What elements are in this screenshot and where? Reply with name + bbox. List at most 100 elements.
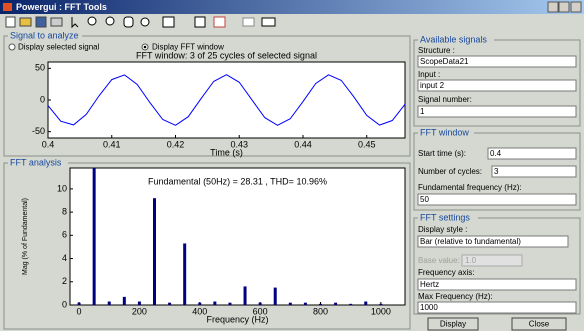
panel-title: FFT analysis (10, 157, 62, 167)
bar (274, 288, 277, 305)
y-tick-label: 8 (62, 206, 67, 216)
print-icon[interactable] (51, 18, 62, 26)
field-label: Frequency axis: (418, 268, 474, 277)
x-tick-label: 0.45 (358, 139, 376, 149)
new-icon[interactable] (6, 17, 15, 27)
bar (123, 297, 126, 305)
field-value-disabled: 1.0 (465, 256, 477, 265)
y-axis-label: Mag (% of Fundamental) (22, 198, 29, 275)
legend-icon[interactable] (214, 17, 225, 27)
bar (213, 302, 216, 305)
field-label: Fundamental frequency (Hz): (418, 183, 522, 192)
bar (349, 304, 352, 305)
plot-title: Fundamental (50Hz) = 28.31 , THD= 10.96% (148, 176, 327, 186)
save-icon[interactable] (36, 17, 46, 27)
dropdown-value[interactable]: Hertz (420, 280, 439, 289)
dropdown-value[interactable]: Bar (relative to fundamental) (420, 237, 521, 246)
dropdown[interactable] (418, 279, 576, 290)
bar (138, 302, 141, 305)
field-label: Input : (418, 70, 440, 79)
bar (228, 303, 231, 305)
text-field[interactable] (488, 148, 576, 159)
field-label: Structure : (418, 46, 455, 55)
pan-icon[interactable] (124, 17, 133, 27)
radio-selected (144, 46, 147, 49)
y-tick-label: 4 (62, 253, 67, 263)
bar (364, 302, 367, 305)
y-tick-label: 50 (35, 63, 45, 73)
dropdown-value[interactable]: 1 (420, 107, 425, 116)
dropdown-value[interactable]: input 2 (420, 81, 445, 90)
maximize-button[interactable] (559, 2, 569, 12)
x-axis-label: Frequency (Hz) (206, 314, 268, 324)
fft-tools-window: Powergui : FFT Tools Signal to analyze D… (0, 0, 584, 331)
x-tick-label: 400 (192, 306, 207, 316)
y-tick-label: -50 (32, 126, 45, 136)
x-tick-label: 200 (132, 306, 147, 316)
bar (153, 198, 156, 305)
plot-area (48, 62, 405, 138)
text-field[interactable] (492, 166, 576, 177)
field-value[interactable]: 3 (494, 167, 499, 176)
dropdown-value[interactable]: ScopeData21 (420, 57, 469, 66)
field-label: Start time (s): (418, 149, 466, 158)
show-tools-icon[interactable] (262, 18, 275, 26)
x-axis-label: Time (s) (210, 147, 243, 157)
field-label: Number of cycles: (418, 167, 482, 176)
bar (108, 302, 111, 305)
bar (78, 303, 81, 305)
bar (198, 303, 201, 305)
bar (183, 243, 186, 305)
hide-tools-icon[interactable] (243, 18, 254, 26)
bar (304, 303, 307, 305)
x-tick-label: 0.42 (167, 139, 185, 149)
bar (168, 303, 171, 305)
field-label: Display style : (418, 225, 467, 234)
plot-title: FFT window: 3 of 25 cycles of selected s… (136, 50, 317, 60)
window-title: Powergui : FFT Tools (16, 2, 107, 12)
x-tick-label: 0.41 (103, 139, 121, 149)
y-tick-label: 2 (62, 276, 67, 286)
panel-title: Signal to analyze (10, 30, 79, 40)
open-icon[interactable] (20, 18, 31, 26)
y-tick-label: 0 (40, 94, 45, 104)
app-icon (3, 3, 12, 11)
panel-title: Available signals (420, 34, 487, 44)
x-tick-label: 0 (77, 306, 82, 316)
y-tick-label: 0 (62, 299, 67, 309)
dropdown[interactable] (418, 106, 576, 117)
x-tick-label: 0.44 (294, 139, 312, 149)
field-label: Max Frequency (Hz): (418, 292, 493, 301)
window-controls[interactable] (548, 2, 581, 12)
rotate-icon[interactable] (141, 18, 149, 26)
y-tick-label: 6 (62, 230, 67, 240)
field-label: Signal number: (418, 95, 472, 104)
button-label[interactable]: Display (440, 320, 466, 329)
panel-title: FFT settings (420, 212, 470, 222)
text-field[interactable] (418, 302, 576, 313)
field-label-disabled: Base value: (418, 256, 460, 265)
field-value[interactable]: 0.4 (490, 149, 502, 158)
x-tick-label: 1000 (371, 306, 391, 316)
datacursor-icon[interactable] (163, 17, 174, 27)
minimize-button[interactable] (548, 2, 558, 12)
radio-button[interactable] (9, 44, 15, 50)
field-value[interactable]: 1000 (420, 303, 438, 312)
bar (319, 304, 322, 305)
bar (289, 303, 292, 305)
field-value[interactable]: 50 (420, 195, 429, 204)
close-window-button[interactable] (571, 2, 581, 12)
panel-title: FFT window (420, 127, 469, 137)
bar (334, 303, 337, 305)
zoom-out-icon[interactable] (106, 17, 114, 25)
text-field[interactable] (418, 194, 576, 205)
x-tick-label: 0.4 (42, 139, 55, 149)
zoom-in-icon[interactable] (88, 17, 96, 25)
radio-label[interactable]: Display selected signal (18, 43, 100, 52)
colorbar-icon[interactable] (195, 17, 205, 27)
toolbar (0, 14, 584, 29)
button-label[interactable]: Close (529, 320, 550, 329)
bar (379, 304, 382, 305)
bar (259, 303, 262, 305)
y-tick-label: 10 (57, 183, 67, 193)
